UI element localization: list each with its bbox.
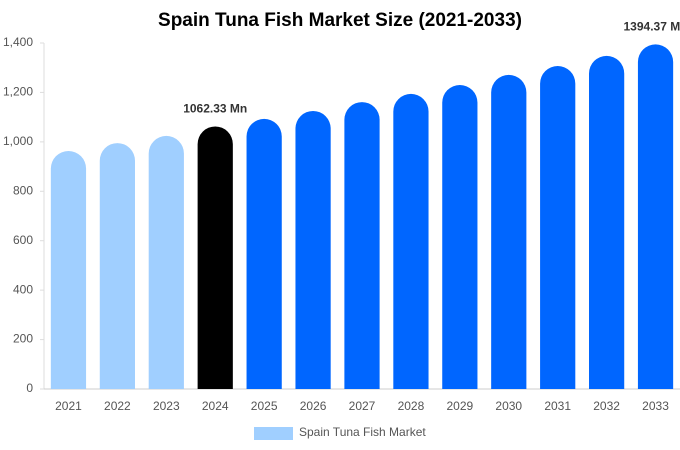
bar [344,102,380,389]
bar [491,74,527,389]
x-tick-label: 2033 [642,399,669,413]
x-tick-label: 2026 [300,399,327,413]
bar [50,151,87,389]
y-tick-label: 0 [26,381,33,395]
y-tick-label: 400 [13,282,33,296]
value-label: 1062.33 Mn [183,102,247,116]
bar [148,135,184,389]
x-tick-label: 2027 [349,399,376,413]
x-tick-label: 2030 [495,399,522,413]
bar [393,93,429,389]
value-label: 1394.37 Mn [624,20,680,34]
x-tick-label: 2025 [251,399,278,413]
y-tick-label: 600 [13,233,33,247]
x-tick-label: 2024 [202,399,229,413]
legend-swatch [254,427,293,440]
y-tick-label: 1,000 [3,134,33,148]
bar [589,55,625,389]
bar [197,126,233,390]
x-tick-label: 2023 [153,399,180,413]
x-tick-label: 2022 [104,399,131,413]
x-tick-label: 2021 [55,399,82,413]
x-tick-label: 2031 [544,399,571,413]
x-tick-label: 2032 [593,399,620,413]
y-tick-label: 1,400 [3,35,33,49]
bar [540,65,576,390]
bar [637,44,674,389]
legend-label: Spain Tuna Fish Market [299,425,426,439]
y-tick-label: 800 [13,183,33,197]
bar [442,85,478,390]
bar [295,110,331,389]
chart-title: Spain Tuna Fish Market Size (2021-2033) [158,10,522,31]
y-tick-label: 200 [13,332,33,346]
x-tick-label: 2028 [398,399,425,413]
bar [99,143,135,389]
x-tick-label: 2029 [446,399,473,413]
y-tick-label: 1,200 [3,85,33,99]
bar [246,118,282,389]
